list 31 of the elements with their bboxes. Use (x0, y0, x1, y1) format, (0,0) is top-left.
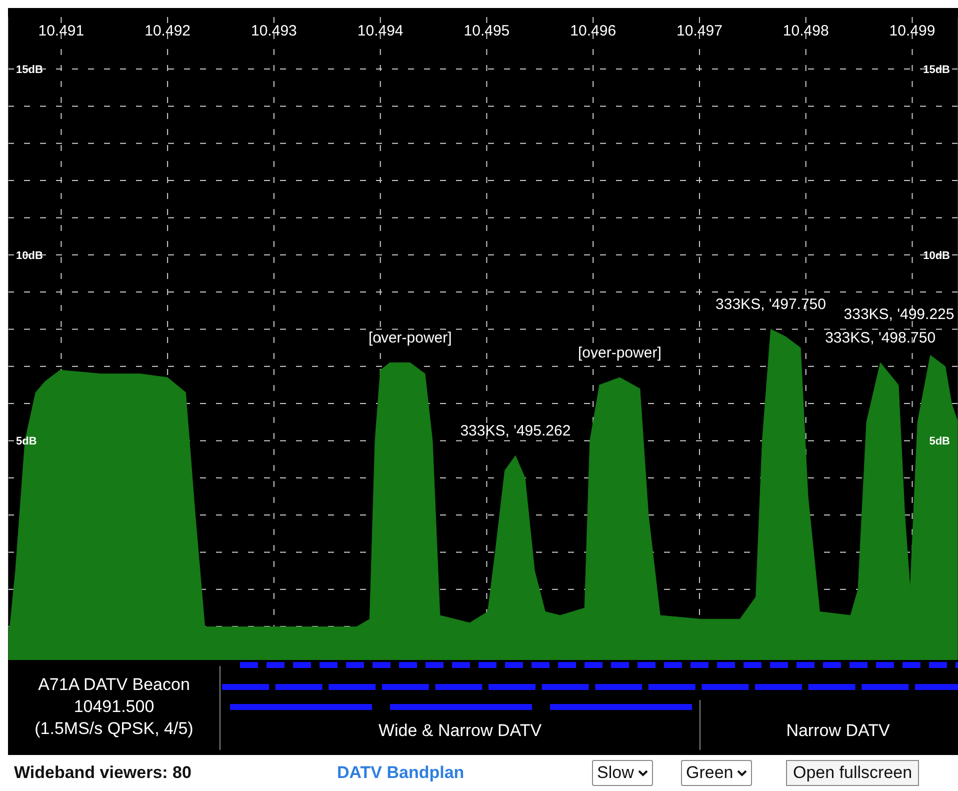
x-tick-label: 10.495 (464, 22, 510, 40)
text: Narrow DATV (786, 721, 890, 740)
text: Green (686, 763, 734, 783)
annotation: 333KS, '499.225 (844, 306, 954, 324)
y-tick-label: 15dB (16, 64, 43, 76)
y-tick-label: 5dB (16, 436, 37, 448)
text: Wideband viewers: 80 (14, 763, 192, 783)
text: Slow (597, 763, 634, 783)
text: DATV Bandplan (337, 763, 464, 783)
text: Open fullscreen (786, 760, 920, 786)
y2-tick-label: 15dB (923, 64, 950, 76)
annotation: 333KS, '495.262 (460, 422, 571, 440)
y-tick-label: 10dB (16, 250, 43, 262)
x-tick-label: 10.493 (251, 22, 297, 40)
x-tick-label: 10.492 (144, 22, 191, 40)
text: A71A DATV Beacon (38, 675, 190, 694)
x-tick-label: 10.491 (38, 22, 84, 40)
x-tick-label: 10.497 (676, 22, 722, 40)
y2-tick-label: 10dB (923, 250, 950, 262)
annotation: 333KS, '497.750 (716, 296, 826, 314)
x-tick-label: 10.494 (357, 22, 404, 40)
x-tick-label: 10.498 (782, 22, 829, 40)
text: Wide & Narrow DATV (378, 721, 542, 740)
text: (1.5MS/s QPSK, 4/5) (34, 719, 194, 738)
annotation: [over-power] (368, 330, 452, 347)
annotation: [over-power] (578, 344, 662, 362)
text: 10491.500 (74, 697, 154, 716)
y2-tick-label: 5dB (929, 436, 950, 448)
x-tick-label: 10.499 (889, 22, 936, 40)
annotation: 333KS, '498.750 (825, 330, 936, 347)
x-tick-label: 10.496 (570, 22, 616, 40)
